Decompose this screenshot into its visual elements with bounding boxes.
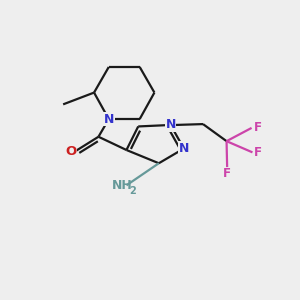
Text: F: F [254, 146, 262, 159]
Text: 2: 2 [129, 186, 136, 196]
Text: N: N [179, 142, 189, 155]
Text: N: N [103, 112, 114, 126]
Text: F: F [223, 167, 231, 180]
Text: F: F [254, 122, 262, 134]
Text: N: N [165, 118, 176, 131]
Text: NH: NH [112, 179, 132, 192]
Text: O: O [65, 145, 77, 158]
